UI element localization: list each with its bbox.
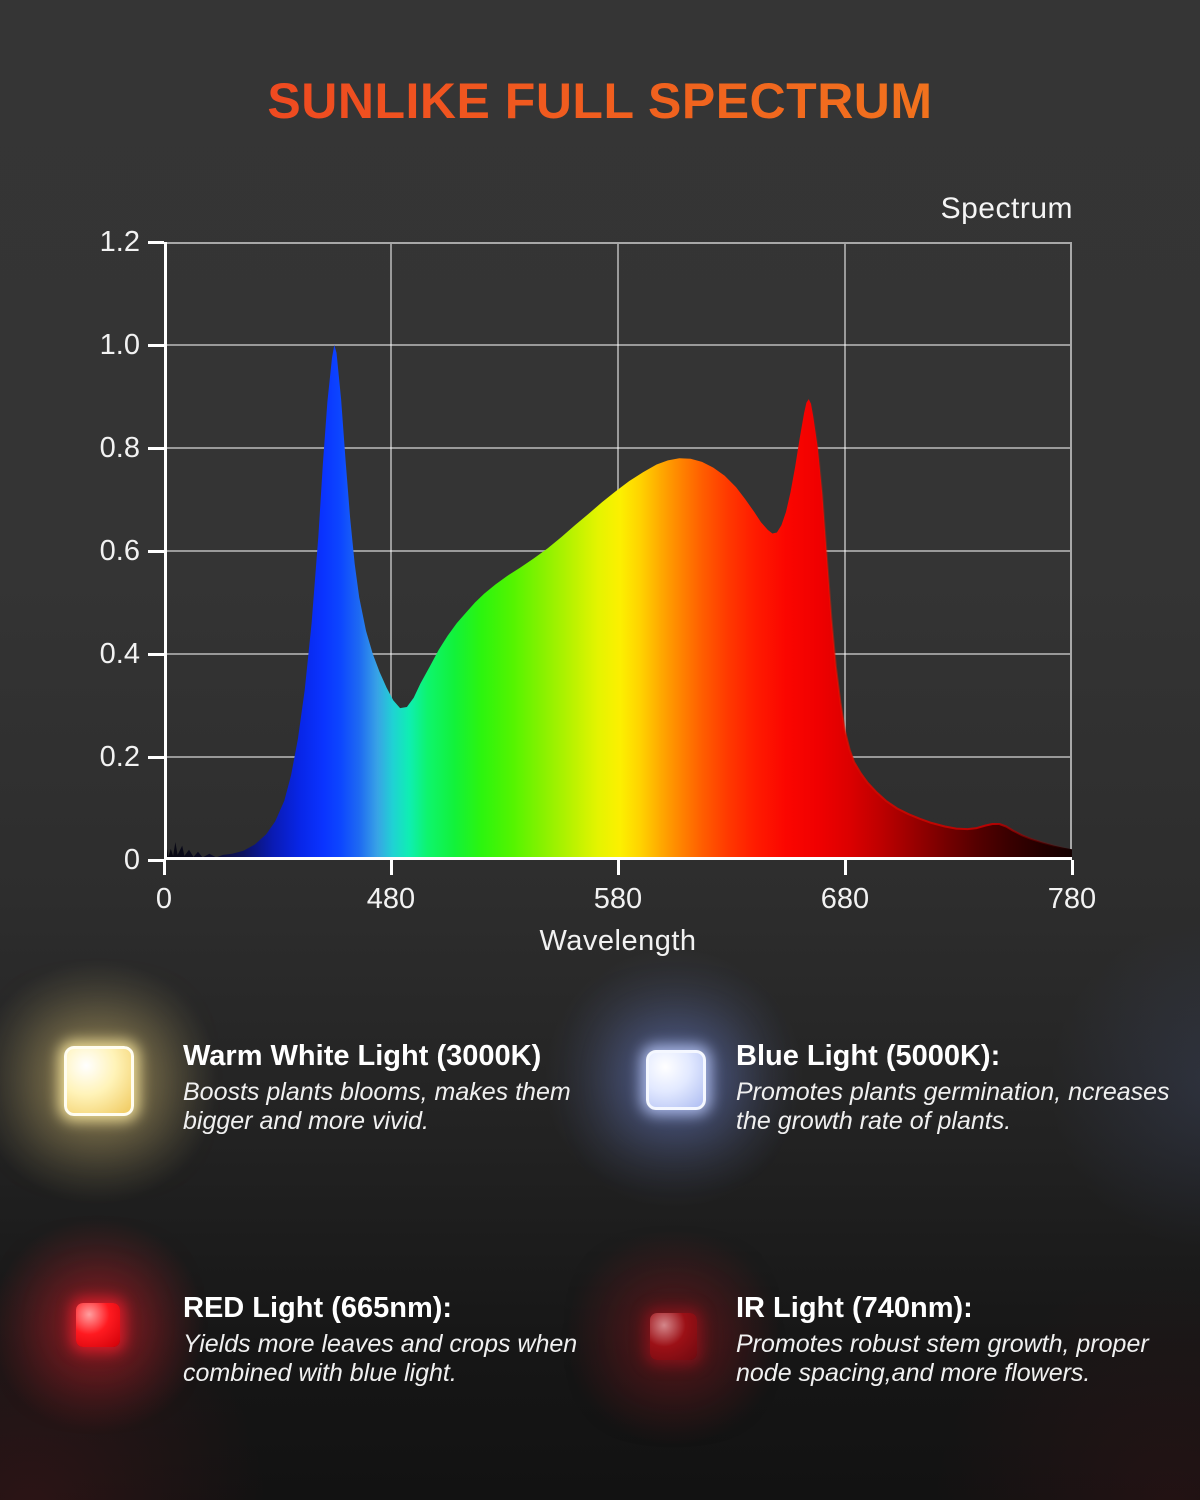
x-axis-tick bbox=[616, 860, 620, 875]
legend-title: RED Light (665nm): bbox=[183, 1292, 453, 1324]
y-axis-tick-label: 1.0 bbox=[99, 329, 140, 361]
page-title: SUNLIKE FULL SPECTRUM bbox=[0, 72, 1200, 130]
blue-led-icon bbox=[646, 1050, 706, 1110]
y-axis-tick bbox=[148, 240, 164, 244]
x-axis-tick-label: 480 bbox=[366, 883, 416, 915]
x-axis-tick bbox=[1070, 860, 1074, 875]
y-axis-tick bbox=[148, 343, 164, 347]
y-axis-tick-label: 0 bbox=[123, 844, 140, 876]
y-axis-tick-label: 0.8 bbox=[99, 432, 140, 464]
x-axis-tick-label: 0 bbox=[155, 883, 173, 915]
spectrum-area bbox=[164, 345, 1072, 860]
legend-desc: Promotes plants germination, ncreases th… bbox=[736, 1078, 1170, 1136]
legend-desc: Boosts plants blooms, makes them bigger … bbox=[183, 1078, 571, 1136]
chart-title: Spectrum bbox=[940, 192, 1073, 225]
legend-title: IR Light (740nm): bbox=[736, 1292, 973, 1324]
legend-title: Warm White Light (3000K) bbox=[183, 1040, 542, 1072]
ir-led-icon bbox=[650, 1313, 697, 1360]
x-axis-tick-label: 780 bbox=[1047, 883, 1097, 915]
spectrum-edge-line bbox=[163, 344, 1073, 859]
legend-desc: Promotes robust stem growth, proper node… bbox=[736, 1330, 1149, 1388]
y-axis-tick-label: 0.6 bbox=[99, 535, 140, 567]
y-axis-tick bbox=[148, 755, 164, 759]
y-axis-tick bbox=[148, 652, 164, 656]
y-axis-tick-label: 1.2 bbox=[99, 226, 140, 258]
legend-text-blue: Blue Light (5000K): Promotes plants germ… bbox=[736, 1040, 1170, 1136]
legend-text-ir: IR Light (740nm): Promotes robust stem g… bbox=[736, 1292, 1186, 1388]
legend-text-warm-white: Warm White Light (3000K) Boosts plants b… bbox=[183, 1040, 573, 1136]
axis-tick-layer: 0 0.2 0.4 0.6 0.8 1.0 1.2 0 480 580 680 780 bbox=[100, 227, 1097, 914]
y-axis-tick bbox=[148, 858, 164, 862]
x-axis-title: Wavelength bbox=[539, 925, 697, 957]
legend-text-red: RED Light (665nm): Yields more leaves an… bbox=[183, 1292, 583, 1388]
y-axis-tick-label: 0.4 bbox=[99, 638, 140, 670]
red-led-icon bbox=[76, 1303, 120, 1347]
y-axis-tick bbox=[148, 549, 164, 553]
legend-desc: Yields more leaves and crops when combin… bbox=[183, 1330, 578, 1388]
warm-white-led-icon bbox=[64, 1046, 134, 1116]
legend-title: Blue Light (5000K): bbox=[736, 1040, 1001, 1072]
x-axis-tick bbox=[162, 860, 166, 875]
spectrum-plot bbox=[163, 242, 1073, 860]
y-axis-tick bbox=[148, 446, 164, 450]
x-axis-tick bbox=[389, 860, 393, 875]
y-axis-tick-label: 0.2 bbox=[99, 741, 140, 773]
spectrum-chart bbox=[163, 242, 1073, 860]
x-axis-tick-label: 580 bbox=[593, 883, 643, 915]
x-axis-tick-label: 680 bbox=[820, 883, 870, 915]
x-axis-tick bbox=[843, 860, 847, 875]
